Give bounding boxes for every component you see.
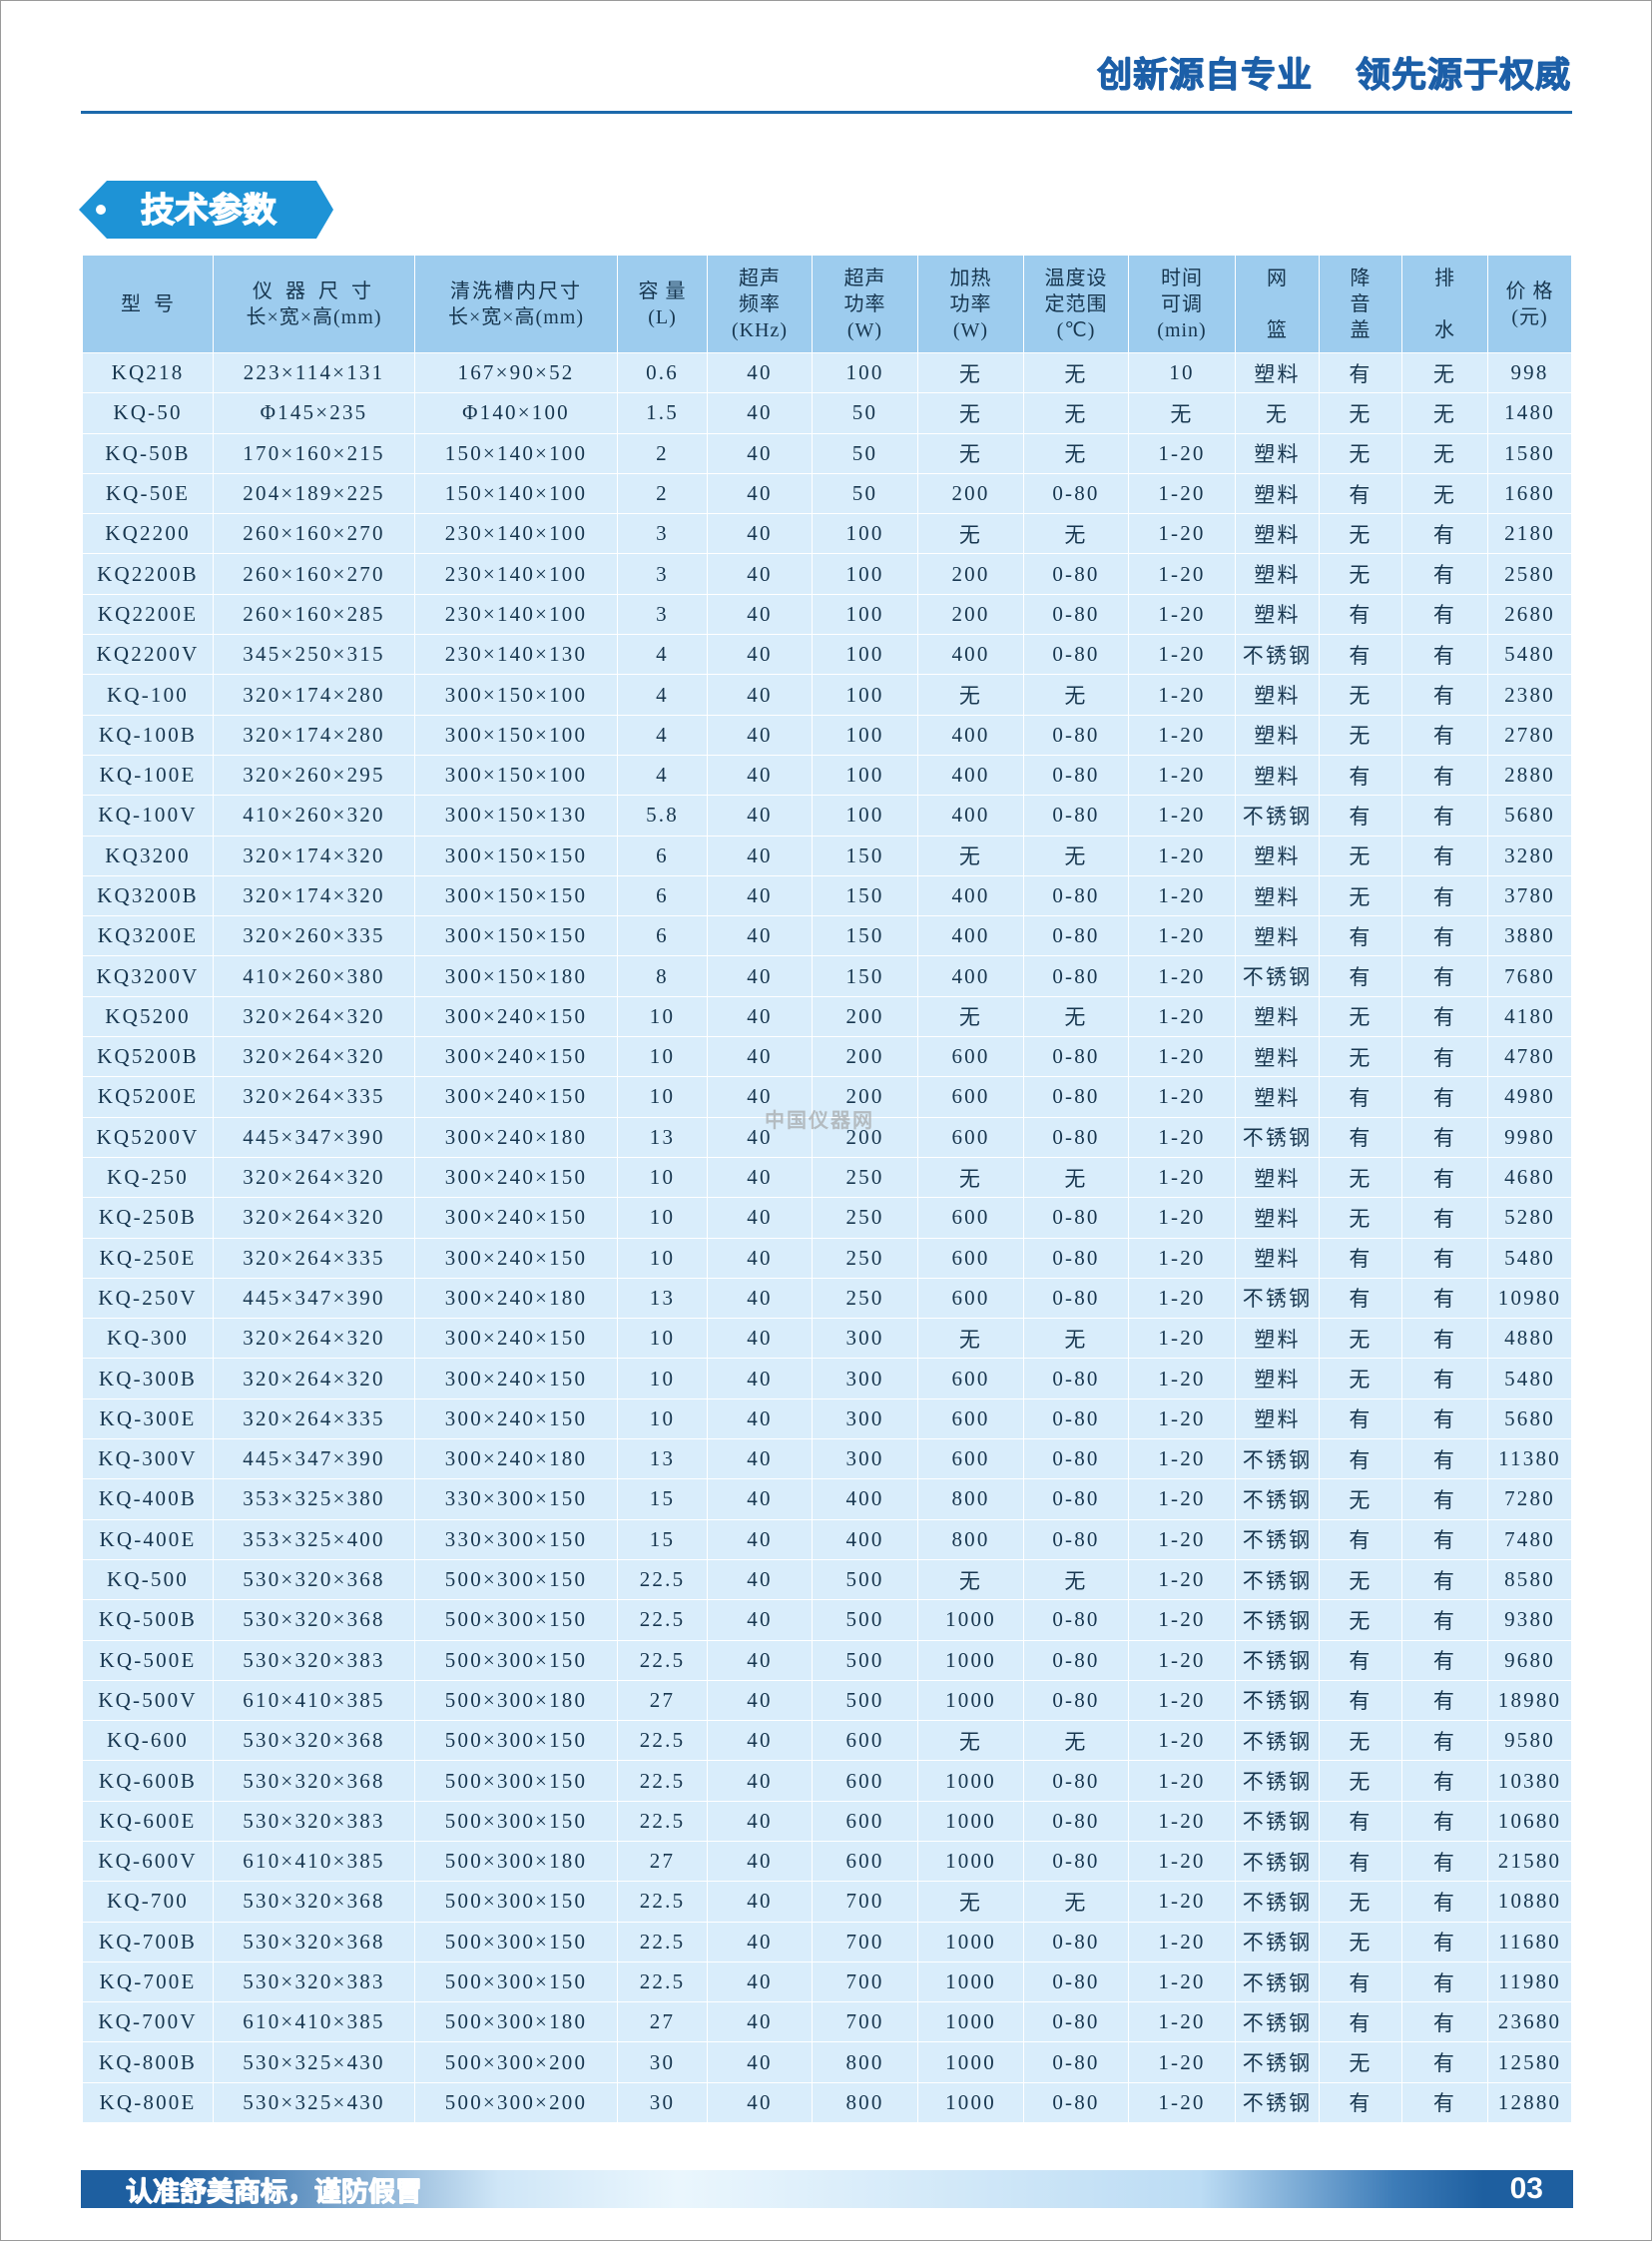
svg-text:技术参数: 技术参数 [141, 192, 276, 230]
